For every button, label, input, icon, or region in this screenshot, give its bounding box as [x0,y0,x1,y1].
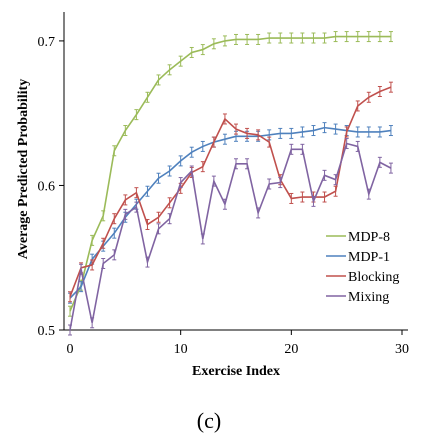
x-tick-label: 30 [395,342,409,357]
series-layer [68,31,393,336]
series-line [69,142,392,331]
series-line [69,35,391,312]
series-mdp-8 [68,31,393,317]
x-axis-title: Exercise Index [192,364,280,379]
legend-label: MDP-1 [348,250,390,265]
y-tick-label: 0.6 [38,179,56,194]
x-tick-label: 20 [284,342,298,357]
legend-label: MDP-8 [348,230,390,245]
x-tick-label: 0 [67,342,74,357]
legend-label: Mixing [348,290,389,305]
y-tick-label: 0.5 [38,324,56,339]
series-blocking [68,81,393,303]
y-axis-title: Average Predicted Probability [16,79,31,259]
legend-item: MDP-8 [326,230,390,245]
figure-caption: (c) [197,408,221,433]
series-mixing [68,138,393,336]
y-tick-label: 0.7 [38,35,56,50]
legend-item: MDP-1 [326,250,390,265]
x-tick-label: 10 [174,342,188,357]
legend-label: Blocking [348,270,399,285]
series-line [69,86,392,298]
axes: 0.5 0.6 0.7 0 10 20 30 [38,12,409,357]
legend-item: Mixing [326,290,389,305]
legend-item: Blocking [326,270,399,285]
legend: MDP-8 MDP-1 Blocking Mixing [326,230,399,305]
